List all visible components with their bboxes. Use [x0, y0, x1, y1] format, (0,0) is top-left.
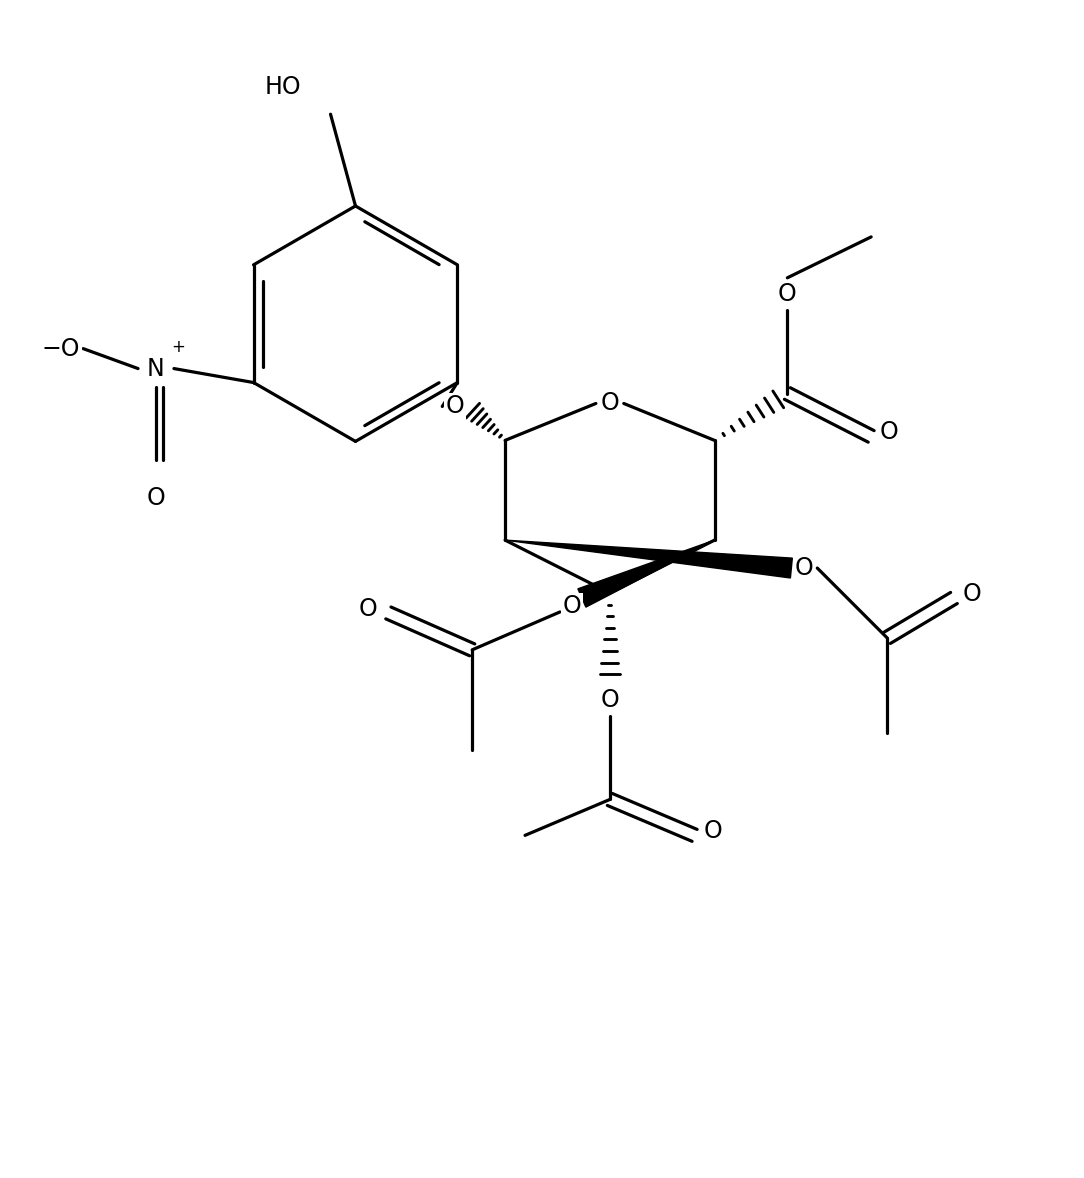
Polygon shape — [578, 541, 714, 607]
Text: O: O — [704, 820, 722, 843]
Text: −O: −O — [42, 337, 80, 360]
Text: O: O — [359, 597, 378, 621]
Text: O: O — [880, 421, 899, 444]
Text: N: N — [147, 357, 165, 380]
Text: HO: HO — [264, 75, 301, 99]
Text: O: O — [563, 594, 581, 618]
Text: O: O — [146, 487, 166, 510]
Text: O: O — [601, 391, 619, 416]
Text: O: O — [601, 688, 619, 712]
Text: O: O — [963, 582, 981, 605]
Text: O: O — [795, 556, 814, 580]
Text: O: O — [446, 395, 465, 418]
Text: O: O — [778, 282, 797, 306]
Polygon shape — [505, 541, 792, 578]
Text: +: + — [171, 338, 185, 356]
